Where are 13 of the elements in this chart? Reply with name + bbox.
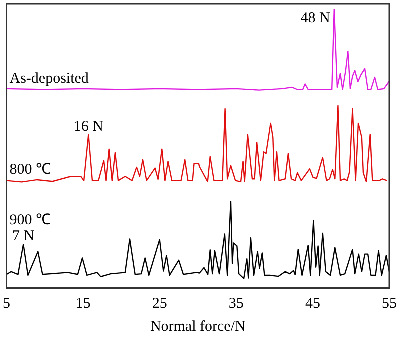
- x-tick-label: 5: [3, 296, 10, 312]
- x-tick-label: 25: [152, 296, 168, 312]
- annotation: 16 N: [74, 118, 104, 135]
- annotation: 7 N: [12, 228, 35, 245]
- series-label: 900 ℃: [10, 212, 51, 229]
- x-tick-label: 45: [305, 296, 320, 312]
- annotation: 48 N: [300, 10, 331, 27]
- x-tick-label: 15: [76, 296, 91, 312]
- x-tick-label: 55: [382, 296, 397, 312]
- x-tick-label: 35: [228, 296, 244, 312]
- series-label: As-deposited: [10, 70, 90, 87]
- series-label: 800 ℃: [10, 162, 51, 178]
- x-axis-title: Normal force/N: [150, 318, 246, 335]
